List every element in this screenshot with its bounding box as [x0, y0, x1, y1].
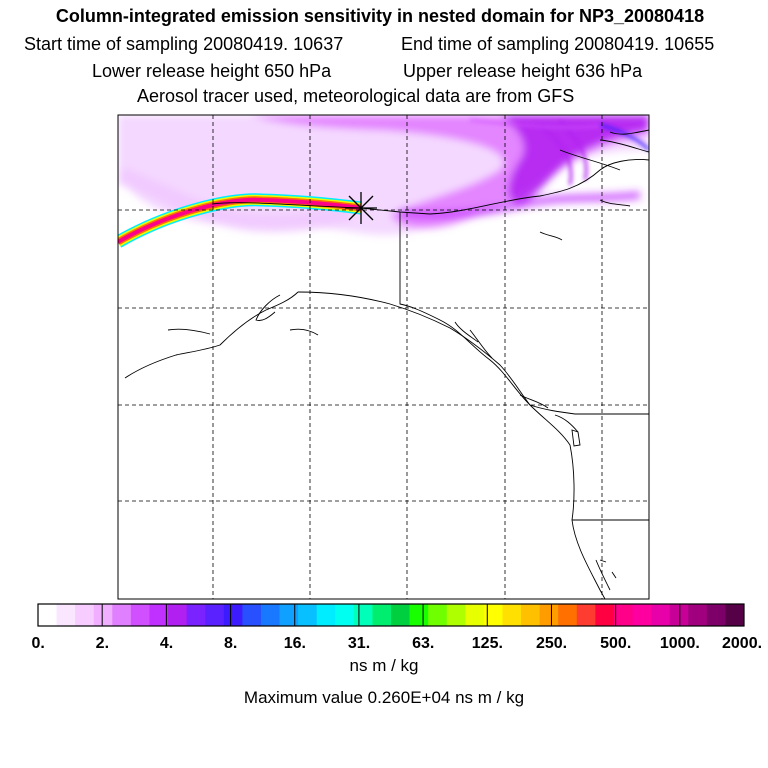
- colorbar-segment: [428, 604, 448, 626]
- lat-lon-grid: [118, 115, 649, 599]
- colorbar-segment: [149, 604, 169, 626]
- colorbar-segment: [483, 604, 503, 626]
- colorbar-tick-label: 31.: [347, 635, 371, 652]
- colorbar-segment: [242, 604, 262, 626]
- colorbar-segment: [725, 604, 745, 626]
- colorbar-frame: [37, 603, 745, 627]
- colorbar-segment: [205, 604, 225, 626]
- colorbar-segment: [576, 604, 596, 626]
- colorbar-tick-label: 2.: [95, 635, 110, 652]
- colorbar-tick-label: 4.: [159, 635, 174, 652]
- colorbar-segment: [372, 604, 392, 626]
- colorbar-segment: [613, 604, 634, 626]
- colorbar-segment: [112, 604, 132, 626]
- release-location-marker: [345, 192, 377, 224]
- maximum-value-label: Maximum value 0.260E+04 ns m / kg: [243, 688, 525, 707]
- colorbar-segment: [632, 604, 652, 626]
- colorbar-segment: [279, 604, 299, 626]
- colorbar-tick-label: 1000.: [659, 635, 700, 652]
- colorbar-tick-label: 0.: [31, 635, 45, 652]
- colorbar-segment: [688, 604, 708, 626]
- start-time-label: Start time of sampling 20080419. 10637: [24, 34, 344, 54]
- colorbar-tick-label: 250.: [535, 635, 568, 652]
- colorbar-segment: [465, 604, 485, 626]
- colorbar-segment: [669, 604, 689, 626]
- colorbar-segment: [539, 604, 559, 626]
- map-title: Column-integrated emission sensitivity i…: [55, 6, 705, 26]
- colorbar-units: ns m / kg: [349, 656, 419, 675]
- upper-release-height-label: Upper release height 636 hPa: [403, 61, 643, 81]
- colorbar-segment: [391, 604, 411, 626]
- colorbar-segment: [409, 604, 429, 626]
- end-time-label: End time of sampling 20080419. 10655: [401, 34, 715, 54]
- colorbar-segment: [260, 604, 281, 626]
- colorbar-segment: [186, 604, 206, 626]
- source-description: Aerosol tracer used, meteorological data…: [137, 86, 575, 106]
- colorbar-segment: [706, 604, 726, 626]
- colorbar-segment: [75, 604, 95, 626]
- colorbar-segment: [446, 604, 466, 626]
- colorbar-segment: [335, 604, 355, 626]
- colorbar-segment: [93, 604, 113, 626]
- colorbar-segment: [353, 604, 373, 626]
- colorbar-segment: [316, 604, 336, 626]
- lower-release-height-label: Lower release height 650 hPa: [92, 61, 332, 81]
- colorbar-segment: [223, 604, 243, 626]
- colorbar-tick-label: 125.: [471, 635, 503, 652]
- colorbar-tick-label: 500.: [600, 635, 632, 652]
- colorbar-segment: [595, 604, 615, 626]
- colorbar-segment: [502, 604, 522, 626]
- colorbar-segment: [298, 604, 318, 626]
- coastlines: [124, 129, 649, 599]
- colorbar-tick-label: 16.: [283, 635, 306, 652]
- colorbar-segment: [38, 604, 58, 626]
- colorbar-segment: [130, 604, 150, 626]
- colorbar-tick-label: 8.: [224, 635, 238, 652]
- colorbar-segment: [56, 604, 76, 626]
- colorbar-segment: [521, 604, 541, 626]
- colorbar-segment: [558, 604, 578, 626]
- colorbar-segment: [168, 604, 188, 626]
- colorbar-segment: [651, 604, 671, 626]
- map-frame: [117, 114, 650, 600]
- colorbar-tick-label: 2000.: [722, 635, 763, 652]
- release-track-arc: [118, 193, 362, 248]
- colorbar-tick-label: 63.: [412, 635, 435, 652]
